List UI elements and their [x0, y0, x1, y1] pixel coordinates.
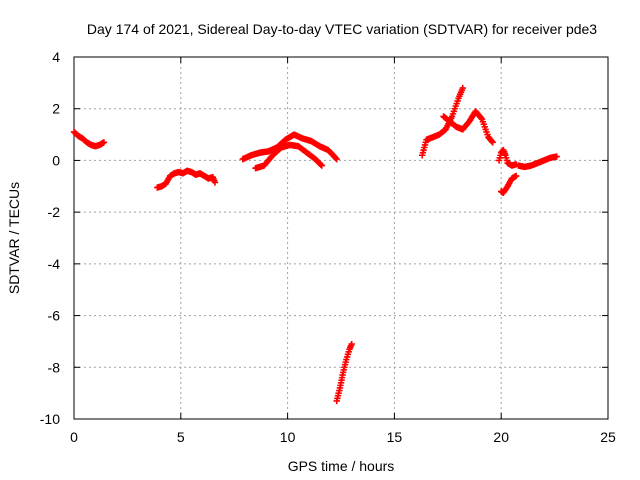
data-point	[317, 161, 325, 168]
x-tick-label: 0	[70, 429, 78, 445]
data-point	[100, 139, 108, 146]
data-point	[512, 172, 520, 180]
x-tick-label: 10	[280, 429, 296, 445]
data-point	[553, 153, 560, 160]
y-tick-label: -10	[40, 411, 60, 427]
y-tick-label: -2	[48, 204, 61, 220]
grid	[74, 57, 608, 419]
series-arc-2	[154, 167, 219, 191]
series-arc-1	[70, 128, 108, 150]
series-arc-3	[239, 131, 340, 163]
data-point	[348, 340, 355, 348]
y-tick-label: -4	[48, 256, 61, 272]
data-point	[211, 179, 219, 186]
series-arc-6	[418, 84, 466, 159]
x-axis-label: GPS time / hours	[288, 458, 395, 474]
plot-frame	[73, 56, 609, 420]
y-axis-label: SDTVAR / TECUs	[6, 182, 22, 294]
data-point	[488, 138, 496, 145]
series-arc-10	[515, 153, 560, 171]
y-tick-label: 2	[52, 101, 60, 117]
series-arc-9	[498, 172, 520, 196]
data-point	[459, 84, 466, 92]
data-point	[318, 162, 325, 169]
data-point	[477, 114, 485, 122]
y-tick-label: -8	[48, 359, 61, 375]
y-tick-label: 0	[52, 152, 60, 168]
series-arc-7	[440, 108, 496, 146]
data-point	[489, 139, 496, 146]
x-tick-label: 5	[177, 429, 185, 445]
x-tick-label: 15	[387, 429, 403, 445]
data-point	[333, 155, 340, 163]
y-tick-label: -6	[48, 308, 61, 324]
x-tick-label: 20	[493, 429, 509, 445]
data-series	[70, 84, 560, 405]
x-tick-label: 25	[600, 429, 616, 445]
chart-title: Day 174 of 2021, Sidereal Day-to-day VTE…	[87, 21, 597, 37]
series-arc-4	[252, 141, 325, 172]
series-arc-5	[333, 340, 355, 405]
data-point	[332, 154, 339, 162]
y-tick-label: 4	[52, 49, 60, 65]
